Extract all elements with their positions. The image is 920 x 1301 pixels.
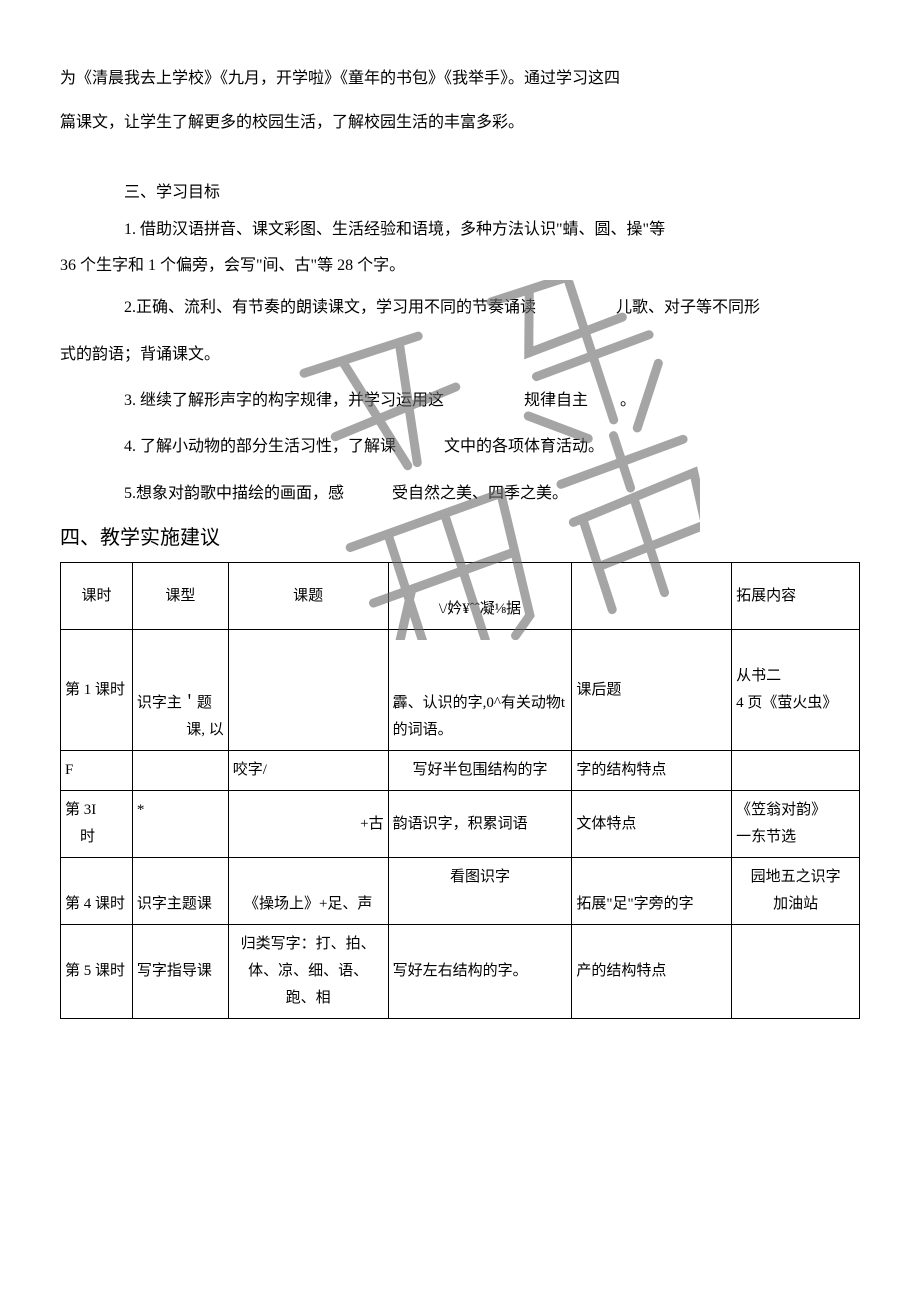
r4-basis: 看图识字 bbox=[388, 858, 572, 925]
th-empty bbox=[572, 563, 732, 630]
section3-title: 三、学习目标 bbox=[60, 179, 860, 208]
goal-3: 3. 继续了解形声字的构字规律，并学习运用这 规律自主 。 bbox=[60, 382, 860, 420]
r5-period: 第 5 课时 bbox=[61, 925, 133, 1019]
r5-type: 写字指导课 bbox=[132, 925, 228, 1019]
teaching-table: 课时 课型 课题 \/妗¥ˆˆ凝⅛据 拓展内容 第 1 课时 识字主＇题 课, … bbox=[60, 562, 860, 1019]
th-type: 课型 bbox=[132, 563, 228, 630]
r5-topic: 归类写字：打、拍、 体、凉、细、语、 跑、相 bbox=[228, 925, 388, 1019]
r2-type bbox=[132, 751, 228, 791]
intro-line-1: 为《清晨我去上学校》《九月，开学啦》《童年的书包》《我举手》。通过学习这四 bbox=[60, 60, 860, 98]
r1-ref: 课后题 bbox=[572, 630, 732, 751]
goal-5: 5.想象对韵歌中描绘的画面，感 受自然之美、四季之美。 bbox=[60, 475, 860, 513]
th-topic: 课题 bbox=[228, 563, 388, 630]
goal-2a: 2.正确、流利、有节奏的朗读课文，学习用不同的节奏诵读 儿歌、对子等不同形 bbox=[60, 289, 860, 327]
r2-basis: 写好半包围结构的字 bbox=[388, 751, 572, 791]
r2-period: F bbox=[61, 751, 133, 791]
th-basis: \/妗¥ˆˆ凝⅛据 bbox=[388, 563, 572, 630]
spacer bbox=[60, 149, 860, 179]
r2-topic: 咬字/ bbox=[228, 751, 388, 791]
table-row-3: 第 3I 时 * +古 韵语识字，积累词语 文体特点 《笠翁对韵》 一东节选 bbox=[61, 791, 860, 858]
table-row-1: 第 1 课时 识字主＇题 课, 以 霹、认识的字,0^有关动物t的词语。 课后题… bbox=[61, 630, 860, 751]
r4-ext: 园地五之识字 加油站 bbox=[732, 858, 860, 925]
table-header-row: 课时 课型 课题 \/妗¥ˆˆ凝⅛据 拓展内容 bbox=[61, 563, 860, 630]
r3-topic: +古 bbox=[228, 791, 388, 858]
r1-ext: 从书二 4 页《萤火虫》 bbox=[732, 630, 860, 751]
r4-topic: 《操场上》+足、声 bbox=[228, 858, 388, 925]
r2-ext bbox=[732, 751, 860, 791]
r4-period: 第 4 课时 bbox=[61, 858, 133, 925]
r5-ext bbox=[732, 925, 860, 1019]
table-row-4: 第 4 课时 识字主题课 《操场上》+足、声 看图识字 拓展"足"字旁的字 园地… bbox=[61, 858, 860, 925]
th-extension: 拓展内容 bbox=[732, 563, 860, 630]
table-row-5: 第 5 课时 写字指导课 归类写字：打、拍、 体、凉、细、语、 跑、相 写好左右… bbox=[61, 925, 860, 1019]
intro-line-2: 篇课文，让学生了解更多的校园生活，了解校园生活的丰富多彩。 bbox=[60, 104, 860, 142]
r3-type: * bbox=[132, 791, 228, 858]
r3-ref: 文体特点 bbox=[572, 791, 732, 858]
section4-title: 四、教学实施建议 bbox=[60, 521, 860, 550]
r1-type: 识字主＇题 课, 以 bbox=[132, 630, 228, 751]
goal-1b: 36 个生字和 1 个偏旁，会写"间、古"等 28 个字。 bbox=[60, 252, 860, 281]
r1-period: 第 1 课时 bbox=[61, 630, 133, 751]
r5-basis: 写好左右结构的字。 bbox=[388, 925, 572, 1019]
r3-basis: 韵语识字，积累词语 bbox=[388, 791, 572, 858]
r1-basis: 霹、认识的字,0^有关动物t的词语。 bbox=[388, 630, 572, 751]
r5-ref: 产的结构特点 bbox=[572, 925, 732, 1019]
r4-type: 识字主题课 bbox=[132, 858, 228, 925]
r3-ext: 《笠翁对韵》 一东节选 bbox=[732, 791, 860, 858]
r1-topic bbox=[228, 630, 388, 751]
th-period: 课时 bbox=[61, 563, 133, 630]
r2-ref: 字的结构特点 bbox=[572, 751, 732, 791]
r4-ref: 拓展"足"字旁的字 bbox=[572, 858, 732, 925]
goal-1a: 1. 借助汉语拼音、课文彩图、生活经验和语境，多种方法认识"蜻、圆、操"等 bbox=[60, 216, 860, 245]
goal-2b: 式的韵语；背诵课文。 bbox=[60, 336, 860, 374]
r3-period: 第 3I 时 bbox=[61, 791, 133, 858]
goal-4: 4. 了解小动物的部分生活习性，了解课 文中的各项体育活动。 bbox=[60, 428, 860, 466]
table-row-2: F 咬字/ 写好半包围结构的字 字的结构特点 bbox=[61, 751, 860, 791]
